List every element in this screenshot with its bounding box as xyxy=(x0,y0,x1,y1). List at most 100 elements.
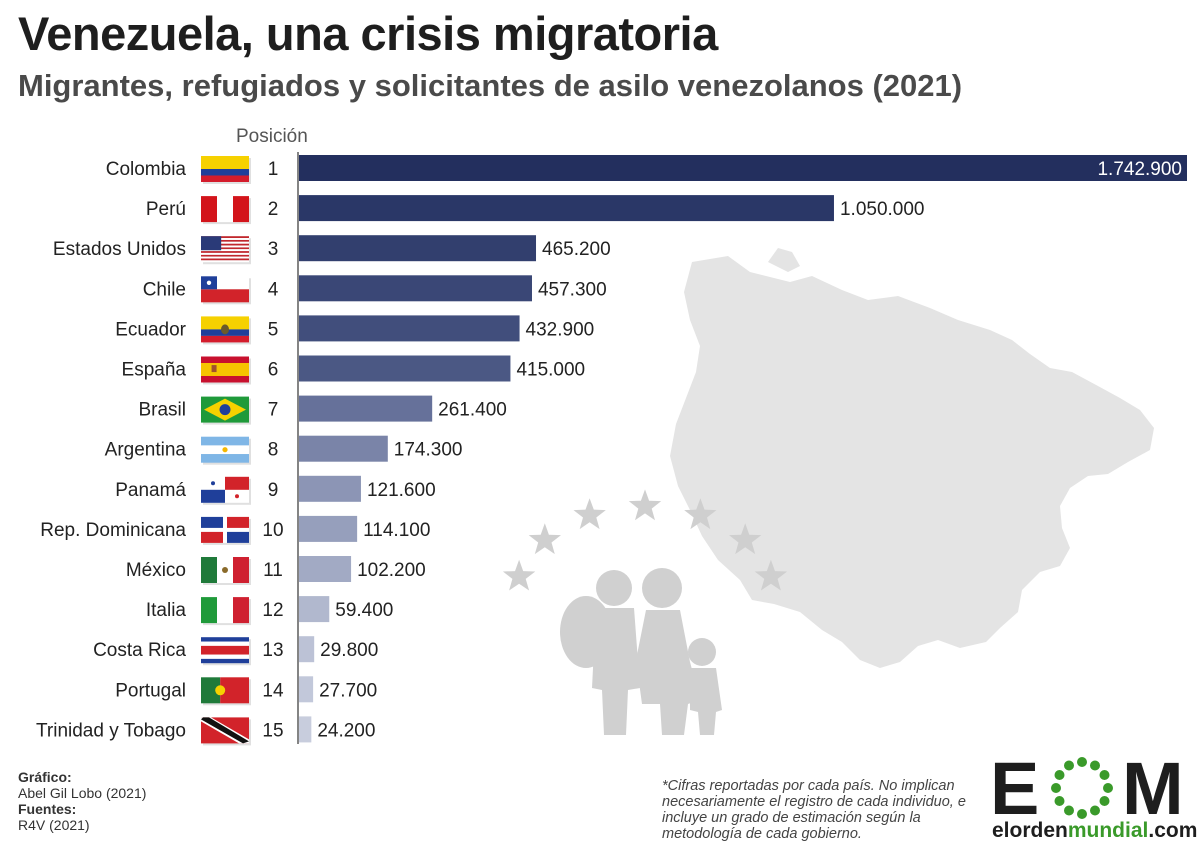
logo-dot xyxy=(1054,770,1065,780)
country-label: Portugal xyxy=(115,680,186,701)
logo-site-prefix: elorden xyxy=(992,819,1068,842)
chart-rows: Colombia 1 1.742.900 Perú 2 1.050.000 Estados … xyxy=(36,155,1187,746)
star-icon xyxy=(502,559,536,591)
position-number: 7 xyxy=(268,400,279,421)
position-number: 8 xyxy=(268,440,279,461)
position-number: 6 xyxy=(268,360,279,381)
star-icon xyxy=(754,559,788,591)
footnote: *Cifras reportadas por cada país. No imp… xyxy=(662,778,966,842)
country-label: Trinidad y Tobago xyxy=(36,720,186,741)
bar xyxy=(299,636,315,663)
position-number: 10 xyxy=(262,520,283,541)
mexico-flag-icon xyxy=(201,557,251,585)
chart-row-espana: España 6 415.000 xyxy=(122,355,585,385)
country-label: Estados Unidos xyxy=(53,239,186,260)
portugal-flag-icon xyxy=(201,677,251,706)
bar xyxy=(299,556,352,582)
italy-flag-icon xyxy=(201,597,251,626)
peru-flag-icon xyxy=(201,196,251,225)
value-label: 457.300 xyxy=(538,279,607,300)
country-label: México xyxy=(126,560,186,581)
value-label: 114.100 xyxy=(363,520,430,541)
logo-dot xyxy=(1077,757,1087,767)
position-number: 4 xyxy=(268,279,279,300)
position-number: 3 xyxy=(268,239,279,260)
spain-flag-icon xyxy=(201,356,251,385)
bar xyxy=(299,155,1187,181)
credits-sources: R4V (2021) xyxy=(18,817,90,833)
venezuela-map-silhouette xyxy=(670,256,1154,668)
star-icon xyxy=(684,498,717,530)
chart-row-ecuador: Ecuador 5 432.900 xyxy=(115,315,594,345)
value-label: 1.742.900 xyxy=(1097,159,1182,180)
bar xyxy=(299,475,361,502)
country-label: Argentina xyxy=(105,440,187,461)
value-label: 174.300 xyxy=(394,440,463,461)
country-label: Rep. Dominicana xyxy=(40,520,186,541)
bar xyxy=(299,716,312,743)
migrant-family-icon xyxy=(560,568,722,735)
position-number: 15 xyxy=(262,720,283,741)
value-label: 465.200 xyxy=(542,239,611,260)
value-label: 102.200 xyxy=(357,560,426,581)
country-label: Brasil xyxy=(138,400,186,421)
credits-graphic-author: Abel Gil Lobo (2021) xyxy=(18,785,147,801)
position-number: 14 xyxy=(262,680,284,701)
country-label: Ecuador xyxy=(115,319,186,340)
chart-row-rep-dominicana: Rep. Dominicana 10 114.100 xyxy=(40,515,430,545)
chart-row-estados-unidos: Estados Unidos 3 465.200 xyxy=(53,235,611,265)
value-label: 29.800 xyxy=(320,640,378,661)
brazil-flag-icon xyxy=(201,396,251,425)
value-label: 261.400 xyxy=(438,400,507,421)
value-label: 1.050.000 xyxy=(840,199,925,220)
bar xyxy=(299,235,537,262)
value-label: 415.000 xyxy=(516,360,585,381)
logo-dot xyxy=(1064,805,1074,816)
bar xyxy=(299,515,358,542)
position-number: 2 xyxy=(268,199,279,220)
panama-flag-icon xyxy=(201,476,251,505)
logo-dot xyxy=(1099,770,1110,780)
position-column-header: Posición xyxy=(236,126,308,147)
chart-row-italia: Italia 12 59.400 xyxy=(146,596,393,626)
chart-row-colombia: Colombia 1 1.742.900 xyxy=(106,155,1187,184)
logo-dot xyxy=(1064,760,1074,771)
position-number: 1 xyxy=(268,159,279,180)
chile-flag-icon xyxy=(201,276,251,305)
credits-graphic-label: Gráfico: xyxy=(18,769,72,785)
bar xyxy=(299,355,511,382)
value-label: 27.700 xyxy=(319,680,377,701)
country-label: Colombia xyxy=(106,159,187,180)
chart-row-panama: Panamá 9 121.600 xyxy=(115,475,436,505)
venezuela-map-silhouette-north xyxy=(768,248,800,272)
value-label: 59.400 xyxy=(335,600,393,621)
star-icon xyxy=(729,523,762,555)
logo-dot xyxy=(1099,796,1110,806)
chart-row-portugal: Portugal 14 27.700 xyxy=(115,676,377,706)
trinidad-tobago-flag-icon xyxy=(201,717,251,746)
logo-dots-ring xyxy=(1051,757,1113,819)
country-label: Costa Rica xyxy=(93,640,186,661)
credits-sources-label: Fuentes: xyxy=(18,801,77,817)
logo-dot xyxy=(1077,809,1087,819)
star-icon xyxy=(573,498,606,530)
page-subtitle: Migrantes, refugiados y solicitantes de … xyxy=(18,68,963,103)
usa-flag-icon xyxy=(201,236,251,265)
logo-dot xyxy=(1090,760,1100,771)
logo-dot xyxy=(1051,783,1061,793)
value-label: 121.600 xyxy=(367,480,436,501)
logo-site-mid: mundial xyxy=(1067,819,1149,842)
logo-dot xyxy=(1090,805,1100,816)
chart-row-argentina: Argentina 8 174.300 xyxy=(105,435,463,465)
country-label: Perú xyxy=(146,199,186,220)
country-label: Italia xyxy=(146,600,187,621)
bar xyxy=(299,275,532,302)
background-illustration xyxy=(670,248,1154,668)
country-label: Panamá xyxy=(115,480,186,501)
chart-row-peru: Perú 2 1.050.000 xyxy=(146,195,925,225)
chart-row-trinidad-y-tobago: Trinidad y Tobago 15 24.200 xyxy=(36,716,375,746)
bar xyxy=(299,315,520,342)
logo-site-suffix: .com xyxy=(1148,819,1198,842)
position-number: 9 xyxy=(268,480,279,501)
country-label: España xyxy=(122,360,187,381)
